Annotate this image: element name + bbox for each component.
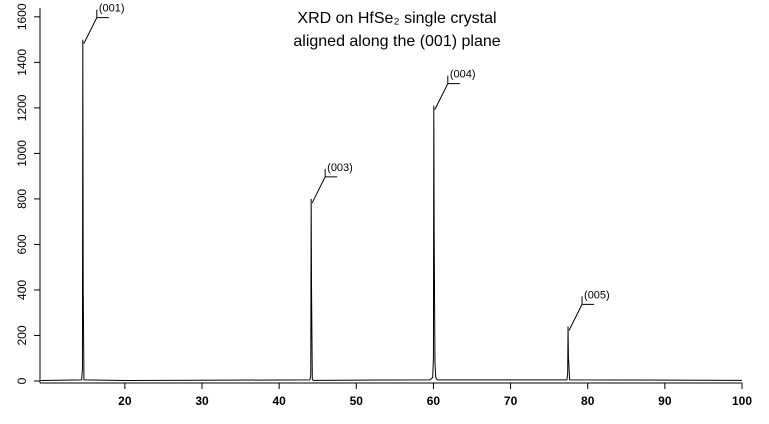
- y-tick-label: 400: [15, 280, 29, 300]
- y-tick-label: 800: [15, 189, 29, 209]
- y-tick-label: 1400: [15, 49, 29, 76]
- annotation: (001): [99, 3, 125, 15]
- x-tick-label: 40: [272, 394, 286, 408]
- x-tick-label: 80: [581, 394, 595, 408]
- xrd-line: [39, 39, 743, 382]
- annotation: (005): [584, 289, 610, 301]
- annotation-leader: [434, 75, 460, 110]
- chart-title: XRD on HfSe₂ single crystal: [297, 10, 496, 27]
- x-tick-label: 70: [504, 394, 518, 408]
- x-tick-label: 60: [427, 394, 441, 408]
- y-tick-label: 600: [15, 234, 29, 254]
- annotation-leader: [83, 9, 109, 44]
- y-tick-label: 1600: [15, 3, 29, 30]
- y-tick-label: 0: [15, 377, 29, 384]
- y-tick-label: 1000: [15, 140, 29, 167]
- x-tick-label: 20: [118, 394, 132, 408]
- x-tick-label: 100: [732, 394, 752, 408]
- x-tick-label: 50: [350, 394, 364, 408]
- y-tick-label: 200: [15, 325, 29, 345]
- chart-title: aligned along the (001) plane: [293, 33, 500, 50]
- annotation-leader: [311, 168, 338, 204]
- x-tick-label: 30: [195, 394, 209, 408]
- x-tick-label: 90: [658, 394, 672, 408]
- annotation-leader: [568, 296, 595, 331]
- y-tick-label: 1200: [15, 94, 29, 121]
- annotation: (004): [450, 69, 476, 81]
- annotation: (003): [327, 162, 353, 174]
